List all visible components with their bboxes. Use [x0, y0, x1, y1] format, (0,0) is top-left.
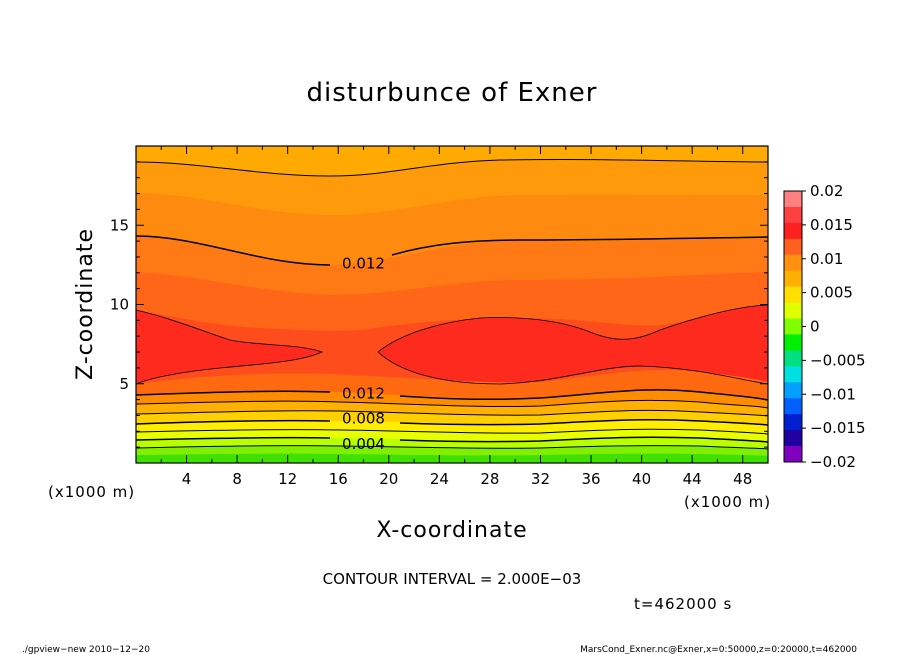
x-tick-label: 20 [379, 470, 398, 488]
x-tick-label: 48 [733, 470, 752, 488]
contour-line [136, 428, 768, 435]
x-tick-label: 12 [278, 470, 297, 488]
x-unit-right: (x1000 m) [684, 493, 771, 511]
footer-left: ./gpview−new 2010−12−20 [22, 645, 150, 654]
colorbar-swatch [784, 430, 802, 447]
contour-labels: 0.012 0.012 0.008 0.004 [342, 254, 385, 453]
band-low-9 [136, 453, 768, 463]
contour-interval-text: CONTOUR INTERVAL = 2.000E−03 [323, 570, 582, 588]
y-axis: 5 10 15 [110, 161, 768, 448]
contour-label: 0.012 [342, 254, 385, 272]
plot-area: 0.012 0.012 0.008 0.004 [136, 146, 768, 463]
x-tick-label: 36 [581, 470, 600, 488]
x-unit-left: (x1000 m) [48, 483, 135, 501]
x-tick-label: 32 [531, 470, 550, 488]
colorbar-swatch [784, 206, 802, 224]
colorbar-label: 0.015 [810, 216, 853, 234]
contour-line [136, 309, 324, 385]
contour-line [136, 445, 768, 450]
contour-line [136, 409, 768, 417]
x-tick-label: 8 [232, 470, 242, 488]
footer-right: MarsCond_Exner.nc@Exner,x=0:50000,z=0:20… [580, 645, 857, 654]
contour-line [136, 389, 768, 401]
x-tick-label: 40 [632, 470, 651, 488]
colorbar-label: 0.01 [810, 250, 843, 268]
x-tick-label: 28 [480, 470, 499, 488]
core-right [378, 305, 768, 384]
colorbar-label: −0.02 [810, 453, 856, 471]
colorbar-swatch [784, 446, 802, 463]
colorbar-labels: 0.02 0.015 0.01 0.005 0 −0.005 −0.01 −0.015 −0.0… [802, 182, 866, 471]
colorbar-swatch [784, 350, 802, 367]
colorbar-swatch [784, 286, 802, 304]
contour-line [136, 399, 768, 409]
colorbar-label: −0.01 [810, 385, 856, 403]
chart-title: disturbunce of Exner [307, 78, 598, 108]
colorbar-swatch [784, 318, 802, 335]
x-axis-label: X-coordinate [376, 518, 527, 543]
colorbar-label: 0.02 [810, 182, 843, 200]
contour-line [136, 419, 768, 426]
colorbar-label: 0 [810, 318, 820, 336]
colorbar-label: −0.005 [810, 351, 866, 369]
contour-line [136, 158, 768, 177]
core-left [136, 310, 322, 384]
x-tick-label: 16 [329, 470, 348, 488]
colorbar-swatch [784, 334, 802, 351]
contour-label: 0.004 [342, 435, 385, 453]
contour-label: 0.008 [342, 410, 385, 428]
colorbar-swatch [784, 238, 802, 256]
contour-label: 0.012 [342, 384, 385, 402]
y-axis-label: Z-coordinate [73, 228, 98, 380]
y-tick-label: 10 [110, 296, 129, 314]
contour-lines [136, 158, 768, 450]
y-tick-label: 5 [119, 375, 129, 393]
x-tick-label: 24 [430, 470, 449, 488]
colorbar-label: −0.015 [810, 419, 866, 437]
colorbar-swatch [784, 366, 802, 383]
colorbar [783, 190, 803, 463]
y-tick-label: 15 [110, 216, 129, 234]
time-text: t=462000 s [634, 595, 732, 613]
colorbar-swatch [784, 270, 802, 288]
colorbar-swatch [784, 414, 802, 431]
colorbar-swatch [784, 302, 802, 320]
colorbar-swatch [784, 382, 802, 399]
colorbar-swatch [784, 222, 802, 240]
colorbar-swatch [784, 191, 802, 208]
x-tick-label: 44 [683, 470, 702, 488]
contour-line [377, 304, 768, 385]
contour-line [136, 436, 768, 443]
x-tick-label: 4 [182, 470, 192, 488]
colorbar-swatch [784, 254, 802, 272]
colorbar-label: 0.005 [810, 284, 853, 302]
x-axis: 4 8 12 16 20 24 28 32 36 40 44 48 [160, 146, 752, 488]
colorbar-swatch [784, 398, 802, 415]
contour-line [136, 235, 768, 266]
